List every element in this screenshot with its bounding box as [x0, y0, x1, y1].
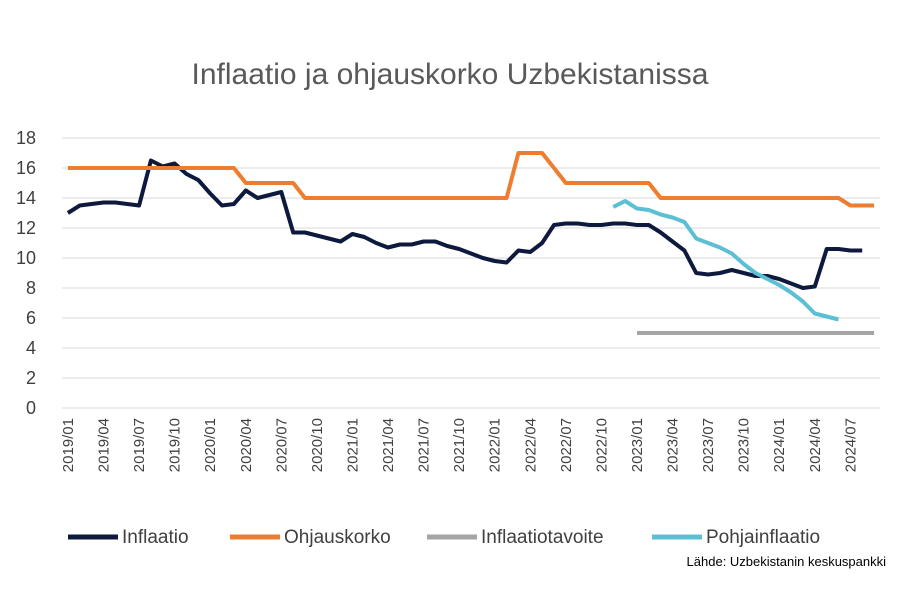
x-tick-label: 2022/01 [487, 418, 504, 472]
x-tick-label: 2024/07 [842, 418, 859, 472]
x-tick-label: 2021/10 [451, 418, 468, 472]
y-tick-label: 8 [26, 278, 36, 298]
series-line-inflaatio [66, 158, 863, 290]
legend-label-inflaatiotavoite: Inflaatiotavoite [481, 527, 604, 548]
legend-label-pohjainflaatio: Pohjainflaatio [706, 527, 820, 548]
x-tick-label: 2019/01 [60, 418, 77, 472]
x-tick-label: 2023/07 [700, 418, 717, 472]
x-tick-label: 2019/04 [95, 418, 112, 472]
x-tick-label: 2023/10 [736, 418, 753, 472]
y-tick-label: 10 [16, 248, 36, 268]
y-tick-label: 6 [26, 308, 36, 328]
x-tick-label: 2021/04 [380, 418, 397, 472]
x-tick-label: 2022/07 [558, 418, 575, 472]
series-line-pohjainflaatio [612, 199, 839, 322]
x-tick-label: 2021/01 [344, 418, 361, 472]
legend-label-ohjauskorko: Ohjauskorko [284, 527, 391, 548]
x-tick-label: 2022/04 [522, 418, 539, 472]
y-tick-label: 18 [16, 128, 36, 148]
y-tick-label: 2 [26, 368, 36, 388]
legend-label-inflaatio: Inflaatio [122, 527, 189, 548]
y-tick-label: 12 [16, 218, 36, 238]
y-tick-label: 14 [16, 188, 36, 208]
x-tick-label: 2019/07 [131, 418, 148, 472]
x-tick-label: 2021/07 [416, 418, 433, 472]
chart-title: Inflaatio ja ohjauskorko Uzbekistanissa [191, 58, 709, 91]
x-tick-label: 2020/01 [202, 418, 219, 472]
source-note: Lähde: Uzbekistanin keskuspankki [686, 554, 886, 569]
y-tick-label: 4 [26, 338, 36, 358]
x-tick-label: 2023/01 [629, 418, 646, 472]
x-tick-label: 2024/04 [807, 418, 824, 472]
x-tick-label: 2020/04 [238, 418, 255, 472]
x-tick-label: 2020/07 [273, 418, 290, 472]
series-line-ohjauskorko [67, 151, 875, 208]
x-tick-label: 2022/10 [593, 418, 610, 472]
y-tick-label: 0 [26, 398, 36, 418]
x-tick-label: 2020/10 [309, 418, 326, 472]
x-tick-label: 2023/04 [665, 418, 682, 472]
x-tick-label: 2024/01 [771, 418, 788, 472]
x-tick-label: 2019/10 [167, 418, 184, 472]
y-tick-label: 16 [16, 158, 36, 178]
